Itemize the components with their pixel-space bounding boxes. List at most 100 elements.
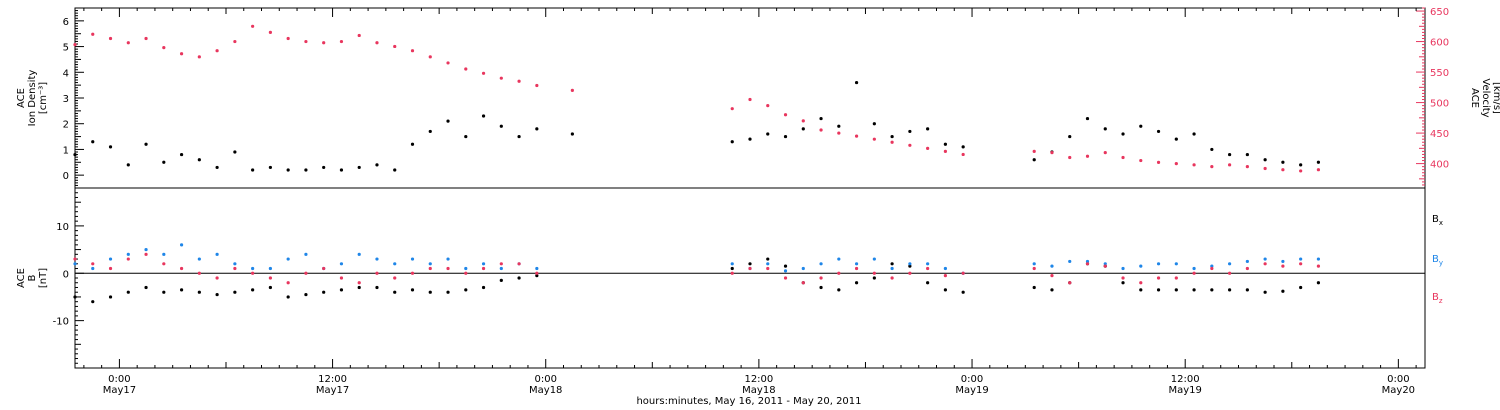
by-point [1121,266,1125,271]
velocity-point [215,49,219,53]
bx-point [535,274,539,278]
velocity-point [304,39,308,44]
time-axis: 0:00May1712:00May170:00May1812:00May180:… [83,8,1417,396]
density-point [1228,152,1232,157]
bz-point [286,281,290,285]
velocity-point [162,46,166,50]
velocity-point [1245,165,1249,169]
time-tick-label: 0:00 [1387,374,1409,385]
velocity-point [766,104,770,108]
velocity-point [179,52,184,56]
velocity-tick-label: 650 [1430,7,1449,18]
bz-point [1103,264,1107,268]
b-tick-label: 0 [63,269,69,280]
bz-point [428,266,432,271]
bz-point [1032,266,1036,271]
by-point [908,262,912,266]
by-point [1050,264,1054,268]
velocity-point [126,41,130,45]
bz-point [854,266,859,271]
date-tick-label: May18 [742,385,775,396]
density-point [286,168,290,172]
bx-point [1139,288,1143,292]
bx-point [943,288,947,292]
density-point [73,152,77,157]
velocity-point [1174,161,1178,166]
by-point [730,262,734,266]
time-tick-label: 12:00 [744,374,773,385]
bz-point [837,271,841,275]
bz-point [801,281,805,285]
density-point [339,168,344,172]
density-tick-label: 5 [63,43,69,54]
bx-point [1121,281,1125,285]
velocity-point [464,67,468,71]
by-point [179,243,184,247]
density-point [215,165,219,170]
bz-point [1068,281,1072,285]
density-point [428,129,432,134]
by-point [1228,262,1232,266]
density-point [926,127,930,131]
bx-point [517,276,521,280]
bz-point [268,276,272,280]
velocity-point [872,137,876,141]
bz-point [890,276,894,280]
bz-point [1210,266,1214,271]
density-point [890,134,894,139]
density-point [943,142,947,146]
velocity-point [393,44,397,49]
bx-point [499,278,503,282]
velocity-point [73,43,77,47]
velocity-point [1068,155,1072,160]
velocity-point [943,149,947,153]
bottom-panel-frame [74,187,1426,369]
by-point [766,262,770,266]
bx-point [1299,285,1303,290]
bx-point [428,290,432,294]
velocity-point [854,134,859,138]
bx-point [1032,285,1036,290]
velocity-axis-title: ACE [1469,88,1480,108]
bx-point [215,292,219,297]
bx-point [464,288,468,292]
bx-point [268,285,272,290]
density-point [144,142,148,146]
velocity-point [748,97,752,102]
velocity-point [410,49,415,53]
velocity-point [908,143,912,147]
time-tick-label: 0:00 [961,374,983,385]
by-point [286,257,290,261]
bz-point [961,271,965,275]
legend-bx: Bx [1432,214,1443,227]
density-point [126,163,130,167]
density-point [1263,158,1267,162]
bz-point [464,271,468,275]
bz-point [357,281,361,285]
by-point [1281,259,1285,264]
velocity-point [91,32,95,36]
velocity-point [357,33,361,38]
bx-point [162,290,166,294]
density-point [499,124,503,128]
bx-point [144,285,148,290]
density-point [819,116,823,121]
by-point [1299,257,1303,261]
by-point [126,252,130,256]
bx-point [908,264,912,268]
by-point [1103,262,1107,266]
by-point [1085,259,1090,264]
density-tick-label: 0 [63,171,69,182]
bz-point [410,271,415,275]
density-point [730,140,734,144]
density-point [854,80,859,85]
by-point [1210,264,1214,268]
bz-point [1085,262,1090,266]
by-point [1174,262,1178,266]
velocity-point [233,39,237,44]
velocity-point [1210,165,1214,169]
by-point [926,262,930,266]
velocity-axis-title: [km/s] [1491,82,1500,114]
bz-point [179,266,184,271]
